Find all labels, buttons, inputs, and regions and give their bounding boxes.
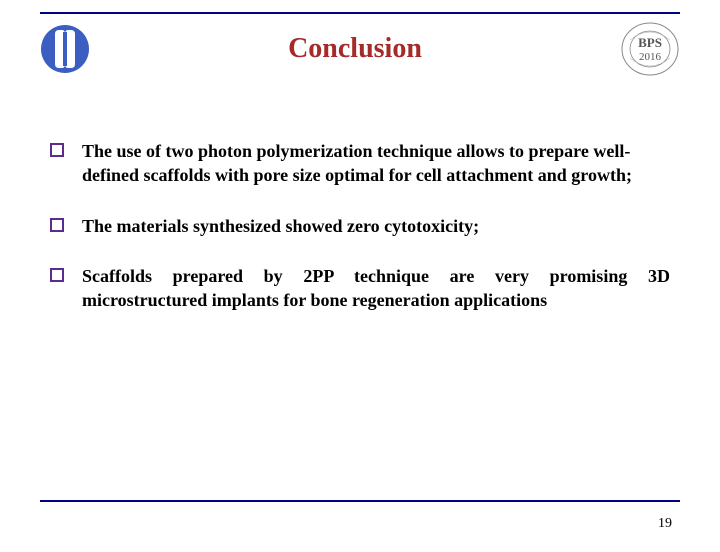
- slide: Conclusion BPS 2016 The use of two photo…: [0, 12, 720, 552]
- bullet-text: The use of two photon polymerization tec…: [82, 139, 670, 188]
- square-bullet-icon: [50, 218, 64, 232]
- bps-text: BPS: [638, 35, 662, 50]
- content-area: The use of two photon polymerization tec…: [40, 139, 680, 312]
- bps-year: 2016: [639, 51, 662, 63]
- list-item: Scaffolds prepared by 2PP technique are …: [50, 264, 670, 313]
- page-number: 19: [658, 516, 672, 532]
- square-bullet-icon: [50, 143, 64, 157]
- header: Conclusion BPS 2016: [40, 14, 680, 84]
- slide-title: Conclusion: [90, 33, 620, 65]
- bullet-text: The materials synthesized showed zero cy…: [82, 214, 670, 238]
- bullet-text: Scaffolds prepared by 2PP technique are …: [82, 264, 670, 313]
- square-bullet-icon: [50, 268, 64, 282]
- list-item: The use of two photon polymerization tec…: [50, 139, 670, 188]
- institution-logo-icon: [40, 24, 90, 74]
- bottom-rule: [40, 500, 680, 502]
- bps-logo-icon: BPS 2016: [620, 22, 680, 77]
- list-item: The materials synthesized showed zero cy…: [50, 214, 670, 238]
